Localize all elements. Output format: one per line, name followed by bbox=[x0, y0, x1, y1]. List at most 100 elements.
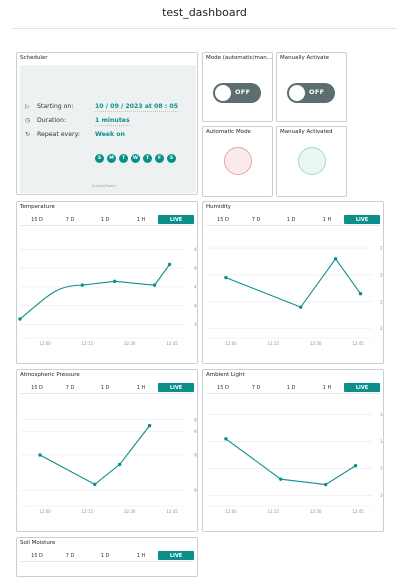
mode-toggle[interactable]: OFF bbox=[213, 83, 261, 103]
tab-15-d[interactable]: 15 D bbox=[31, 552, 43, 559]
page-title: test_dashboard bbox=[162, 6, 247, 19]
day-friday[interactable]: F bbox=[155, 154, 164, 163]
tab-divider bbox=[206, 393, 380, 394]
manual-toggle-state: OFF bbox=[309, 88, 325, 96]
manually-activated-widget: Manually Activated bbox=[276, 126, 347, 197]
day-thursday[interactable]: T bbox=[143, 154, 152, 163]
repeat-label: Repeat every: bbox=[37, 131, 80, 138]
manual-switch-title: Manually Activate bbox=[280, 55, 330, 61]
x-tick-label: 12:30 bbox=[310, 509, 322, 514]
duration-value[interactable]: 1 minutes bbox=[95, 117, 130, 126]
y-tick-label: 16000 bbox=[380, 412, 384, 417]
line-chart[interactable]: 10000 12000 14000 16000 12:00 12:15 12:30 12:45 bbox=[203, 370, 384, 532]
soil-moisture-chart-widget: Soil Moisture 15 D 7 D 1 D 1 H LIVE bbox=[16, 537, 198, 577]
data-point bbox=[333, 257, 338, 261]
play-icon: ▷ bbox=[25, 103, 30, 110]
tab-divider bbox=[20, 393, 194, 394]
y-tick-label: 14000 bbox=[380, 439, 384, 444]
toggle-knob bbox=[215, 85, 231, 101]
y-tick-label: 986.9 bbox=[194, 429, 198, 434]
tab-live[interactable]: LIVE bbox=[158, 215, 194, 224]
tab-1-d[interactable]: 1 D bbox=[100, 552, 110, 559]
tab-live[interactable]: LIVE bbox=[344, 215, 380, 224]
line-chart[interactable]: 39 40 41 42 43 12:00 12:15 12:30 12:45 bbox=[17, 202, 198, 364]
tab-15-d[interactable]: 15 D bbox=[31, 384, 43, 391]
tab-1-h[interactable]: 1 H bbox=[322, 216, 332, 223]
timezone-label: Europe/Rome bbox=[92, 184, 116, 188]
day-sunday[interactable]: S bbox=[95, 154, 104, 163]
tab-divider bbox=[20, 225, 194, 226]
scheduler-title: Scheduler bbox=[20, 55, 48, 61]
chart-title: Ambient Light bbox=[206, 372, 245, 378]
scheduler-widget[interactable]: Scheduler ▷ Starting on: 10 / 09 / 2023 … bbox=[16, 52, 198, 195]
y-tick-label: 41 bbox=[194, 285, 198, 290]
automatic-mode-title: Automatic Mode bbox=[206, 129, 251, 135]
line-chart[interactable]: 24 25 26 27 12:00 12:15 12:30 12:45 bbox=[203, 202, 384, 364]
tab-live[interactable]: LIVE bbox=[158, 551, 194, 560]
tab-7-d[interactable]: 7 D bbox=[65, 552, 75, 559]
x-tick-label: 12:00 bbox=[39, 341, 51, 346]
y-tick-label: 40 bbox=[194, 303, 198, 308]
x-tick-label: 12:30 bbox=[310, 341, 322, 346]
day-tuesday[interactable]: T bbox=[119, 154, 128, 163]
tab-1-h[interactable]: 1 H bbox=[136, 552, 146, 559]
data-point bbox=[358, 292, 363, 296]
x-tick-label: 12:00 bbox=[39, 509, 51, 514]
tab-1-d[interactable]: 1 D bbox=[286, 384, 296, 391]
data-point bbox=[117, 462, 122, 467]
series-line bbox=[19, 264, 170, 320]
tab-divider bbox=[206, 225, 380, 226]
time-range-tabs: 15 D 7 D 1 D 1 H LIVE bbox=[20, 383, 194, 392]
y-tick-label: 25 bbox=[380, 299, 384, 304]
data-point bbox=[224, 437, 228, 441]
tab-15-d[interactable]: 15 D bbox=[217, 216, 229, 223]
mode-switch-title: Mode (automatic/man... bbox=[206, 55, 272, 61]
x-tick-label: 12:45 bbox=[352, 509, 364, 514]
time-range-tabs: 15 D 7 D 1 D 1 H LIVE bbox=[20, 215, 194, 224]
status-led-automatic bbox=[224, 147, 252, 175]
data-point bbox=[279, 477, 283, 481]
tab-1-h[interactable]: 1 H bbox=[322, 384, 332, 391]
line-chart[interactable]: 986.4 986.7 986.9 987 12:00 12:15 12:30 12:45 bbox=[17, 370, 198, 532]
tab-15-d[interactable]: 15 D bbox=[217, 384, 229, 391]
humidity-chart-widget: Humidity 15 D 7 D 1 D 1 H LIVE 24 25 26 27 12:00 1… bbox=[202, 201, 384, 364]
tab-7-d[interactable]: 7 D bbox=[251, 216, 261, 223]
scheduler-duration-row: ◷ Duration: bbox=[25, 117, 66, 124]
x-tick-label: 12:45 bbox=[166, 341, 178, 346]
tab-1-h[interactable]: 1 H bbox=[136, 216, 146, 223]
data-point bbox=[18, 317, 22, 321]
time-range-tabs: 15 D 7 D 1 D 1 H LIVE bbox=[206, 383, 380, 392]
tab-live[interactable]: LIVE bbox=[158, 383, 194, 392]
toggle-knob bbox=[289, 85, 305, 101]
tab-1-h[interactable]: 1 H bbox=[136, 384, 146, 391]
tab-15-d[interactable]: 15 D bbox=[31, 216, 43, 223]
tab-7-d[interactable]: 7 D bbox=[251, 384, 261, 391]
day-monday[interactable]: M bbox=[107, 154, 116, 163]
status-led-manual bbox=[298, 147, 326, 175]
automatic-mode-widget: Automatic Mode bbox=[202, 126, 273, 197]
repeat-value[interactable]: Week on bbox=[95, 131, 125, 138]
manual-toggle[interactable]: OFF bbox=[287, 83, 335, 103]
mode-switch-widget: Mode (automatic/man... OFF bbox=[202, 52, 273, 122]
day-saturday[interactable]: S bbox=[167, 154, 176, 163]
data-point bbox=[80, 283, 85, 287]
manual-switch-widget: Manually Activate OFF bbox=[276, 52, 347, 122]
chart-title: Atmospheric Pressure bbox=[20, 372, 80, 378]
chart-title: Temperature bbox=[20, 204, 55, 210]
tab-7-d[interactable]: 7 D bbox=[65, 216, 75, 223]
tab-1-d[interactable]: 1 D bbox=[100, 384, 110, 391]
series-line bbox=[39, 425, 151, 486]
day-wednesday[interactable]: W bbox=[131, 154, 140, 163]
series-line bbox=[225, 257, 361, 308]
tab-1-d[interactable]: 1 D bbox=[286, 216, 296, 223]
weekday-selector: S M T W T F S bbox=[95, 154, 176, 163]
scheduler-repeat-row: ↻ Repeat every: bbox=[25, 131, 80, 138]
tab-1-d[interactable]: 1 D bbox=[100, 216, 110, 223]
tab-live[interactable]: LIVE bbox=[344, 383, 380, 392]
chart-title: Soil Moisture bbox=[20, 540, 56, 546]
x-tick-label: 12:30 bbox=[124, 509, 136, 514]
start-value[interactable]: 10 / 09 / 2023 at 08 : 05 bbox=[95, 103, 179, 112]
tab-7-d[interactable]: 7 D bbox=[65, 384, 75, 391]
data-point bbox=[299, 305, 303, 309]
